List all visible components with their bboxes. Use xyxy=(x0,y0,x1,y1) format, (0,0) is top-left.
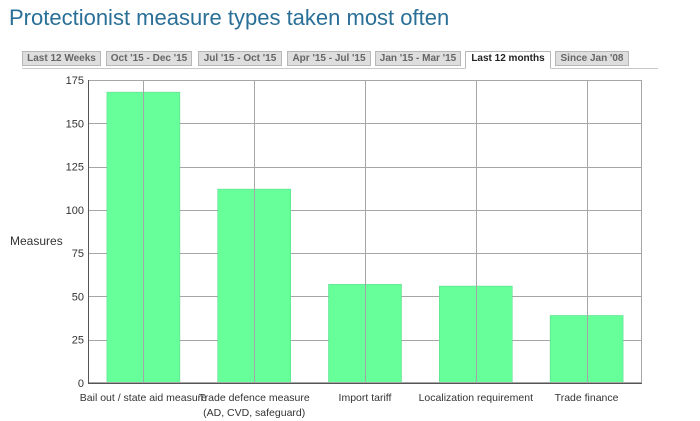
x-category-label: Import tariff xyxy=(339,392,392,404)
tab-last-12-weeks[interactable]: Last 12 Weeks xyxy=(22,51,101,66)
tab-jan-mar-15[interactable]: Jan '15 - Mar '15 xyxy=(375,51,461,66)
x-category-label: Localization requirement xyxy=(419,392,533,404)
period-tab-bar: Last 12 Weeks Oct '15 - Dec '15 Jul '15 … xyxy=(22,51,658,69)
y-tick-label: 150 xyxy=(66,118,84,130)
bar xyxy=(439,285,513,384)
bar xyxy=(549,315,624,384)
tab-oct-dec-15[interactable]: Oct '15 - Dec '15 xyxy=(106,51,192,66)
page-title: Protectionist measure types taken most o… xyxy=(9,5,450,30)
y-tick-label: 100 xyxy=(66,205,84,217)
y-tick-label: 125 xyxy=(66,162,84,174)
y-tick-label: 75 xyxy=(72,248,84,260)
y-tick-label: 0 xyxy=(78,378,84,390)
y-tick-label: 175 xyxy=(66,75,84,87)
y-tick-label: 25 xyxy=(72,335,84,347)
x-category-label: Trade finance xyxy=(555,392,619,404)
y-axis-label: Measures xyxy=(10,234,63,248)
tab-apr-jul-15[interactable]: Apr '15 - Jul '15 xyxy=(287,51,371,66)
y-tick-label: 50 xyxy=(72,291,84,303)
x-category-label: Bail out / state aid measure xyxy=(80,392,207,404)
tab-last-12-months[interactable]: Last 12 months xyxy=(465,51,551,69)
x-category-label: Trade defence measure xyxy=(199,392,310,404)
x-category-label: (AD, CVD, safeguard) xyxy=(203,407,305,419)
tab-jul-oct-15[interactable]: Jul '15 - Oct '15 xyxy=(198,51,282,66)
tab-since-jan-08[interactable]: Since Jan '08 xyxy=(555,51,629,66)
